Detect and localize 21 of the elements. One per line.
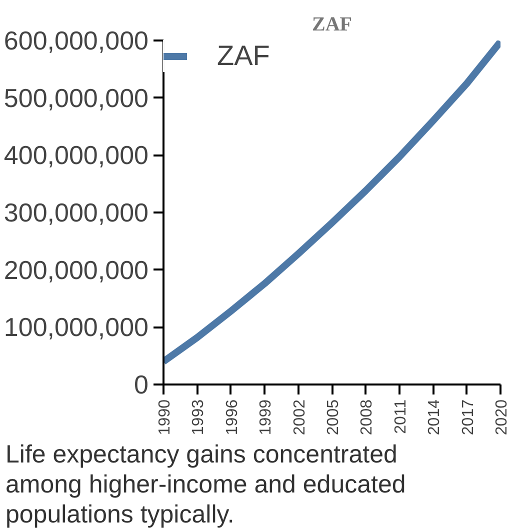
y-tick-label: 100,000,000	[4, 312, 149, 342]
x-tick-label: 2005	[325, 399, 342, 436]
x-tick-label: 2008	[358, 399, 376, 436]
legend-label: ZAF	[217, 40, 270, 72]
chart-title: ZAF	[312, 14, 352, 36]
x-tick-label: 1993	[190, 399, 208, 436]
x-tick-label: 2017	[460, 399, 477, 436]
x-tick-label: 2011	[392, 399, 410, 434]
text: Life expectancy gains concentrated among higher-income and educated populations typically.	[6, 440, 406, 528]
x-tick-label: 2002	[291, 399, 308, 436]
x-tick-label: 1999	[258, 399, 275, 436]
x-tick-label: 1996	[224, 399, 241, 436]
x-tick-label: 2014	[426, 399, 444, 436]
y-tick-label: 600,000,000	[4, 26, 149, 56]
y-tick-label: 300,000,000	[4, 198, 149, 228]
x-tick-label: 1990	[156, 399, 174, 436]
y-tick-label: 0	[134, 370, 149, 400]
x-tick-label: 2020	[494, 399, 510, 436]
y-tick-label: 400,000,000	[4, 140, 149, 170]
y-tick-label: 200,000,000	[4, 254, 149, 285]
y-tick-label: 500,000,000	[4, 82, 149, 113]
